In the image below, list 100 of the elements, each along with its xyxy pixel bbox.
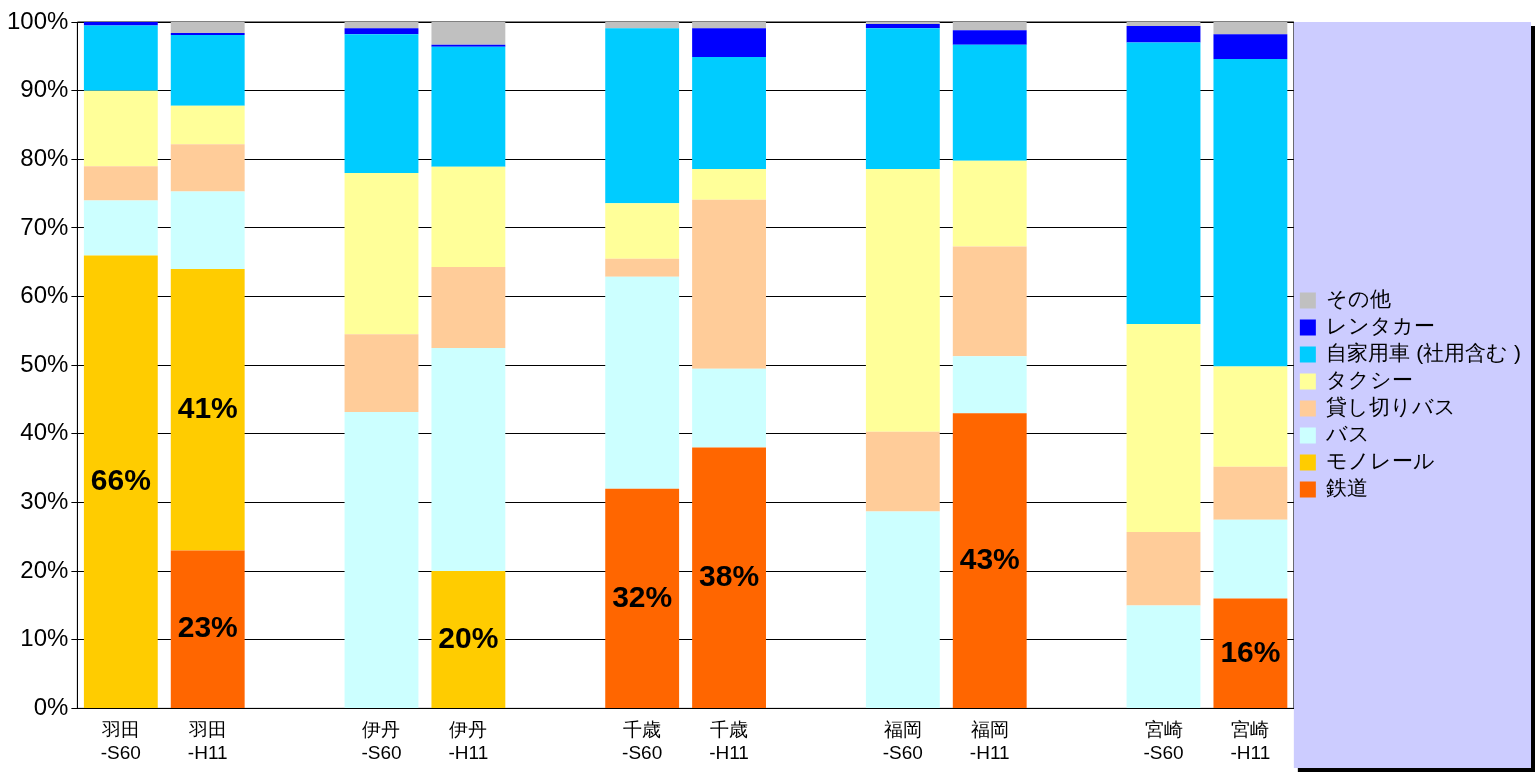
bar — [170, 35, 245, 106]
bar — [1126, 42, 1201, 325]
bar — [692, 28, 766, 58]
data-label: 16% — [1220, 634, 1281, 668]
bar — [1126, 605, 1201, 708]
bar — [605, 258, 680, 277]
x-tick-label: 福岡 -S60 — [882, 719, 923, 763]
bar — [1126, 26, 1201, 43]
bar — [865, 24, 940, 29]
y-tick-label: 30% — [20, 487, 69, 515]
bar — [170, 32, 245, 36]
y-tick-label: 50% — [20, 349, 69, 377]
x-tick-label: 宮崎 -S60 — [1143, 719, 1184, 763]
bar — [431, 348, 506, 572]
bar — [692, 57, 766, 169]
legend-label: バス — [1325, 422, 1371, 446]
y-tick-label: 40% — [20, 418, 69, 446]
y-tick-label: 10% — [20, 624, 69, 652]
y-tick-label: 60% — [20, 281, 69, 309]
data-label: 23% — [177, 610, 238, 644]
bar — [170, 550, 245, 708]
bar — [1213, 466, 1288, 520]
bar — [431, 46, 506, 167]
bar — [344, 34, 419, 174]
bar — [952, 160, 1027, 247]
bar — [344, 334, 419, 412]
bar — [170, 191, 245, 270]
y-tick-label: 90% — [20, 75, 69, 103]
bar — [605, 488, 680, 708]
bar — [170, 22, 245, 33]
bar — [605, 28, 680, 204]
legend-label: タクシー — [1326, 368, 1414, 392]
bar — [83, 25, 158, 91]
x-tick-label: 千歳 -H11 — [709, 719, 749, 763]
y-tick-label: 0% — [33, 693, 69, 721]
legend-label: 鉄道 — [1326, 476, 1369, 500]
bar — [692, 168, 766, 200]
bar — [170, 269, 245, 551]
bar — [605, 203, 680, 259]
bar — [952, 356, 1027, 414]
bar — [83, 255, 158, 708]
bar — [692, 22, 766, 29]
bar — [344, 22, 419, 29]
bar — [1126, 22, 1201, 27]
x-tick-label: 羽田 -H11 — [187, 719, 228, 763]
bar — [344, 411, 419, 708]
y-tick-label: 100% — [6, 6, 69, 34]
x-tick-label: 千歳 -S60 — [622, 719, 663, 763]
bar — [952, 22, 1027, 31]
bar — [692, 199, 766, 369]
bar — [865, 431, 940, 512]
bar — [1126, 324, 1201, 532]
bar — [1213, 366, 1288, 467]
bar — [1213, 22, 1288, 35]
bar — [170, 144, 245, 192]
data-label: 20% — [438, 620, 499, 654]
bar — [952, 44, 1027, 161]
bar — [83, 166, 158, 201]
bar — [1213, 519, 1288, 599]
data-label: 66% — [90, 462, 151, 496]
bar — [1126, 532, 1201, 606]
data-label: 43% — [959, 541, 1020, 575]
x-tick-label: 伊丹 -H11 — [448, 719, 489, 763]
bar — [865, 511, 940, 708]
bar — [865, 28, 940, 169]
bar — [170, 105, 245, 145]
bar — [692, 447, 766, 708]
bar — [1213, 59, 1288, 367]
y-tick-label: 20% — [20, 555, 69, 583]
bar — [952, 30, 1027, 45]
bar — [431, 166, 506, 268]
bar — [1213, 34, 1288, 60]
bar — [605, 276, 680, 489]
x-tick-label: 宮崎 -H11 — [1230, 719, 1271, 763]
legend-label: 貸し切りバス — [1326, 395, 1457, 419]
bar — [344, 28, 419, 35]
bar — [83, 200, 158, 256]
bar — [865, 22, 940, 25]
x-tick-label: 福岡 -H11 — [969, 719, 1010, 763]
legend-label: モノレール — [1326, 449, 1436, 473]
bar — [692, 368, 766, 448]
data-label: 38% — [699, 559, 760, 592]
bar — [952, 413, 1027, 708]
bar — [431, 571, 506, 708]
data-label: 32% — [612, 579, 673, 613]
bar — [83, 90, 158, 167]
bar — [431, 44, 506, 47]
bar — [1213, 598, 1288, 708]
bar — [865, 168, 940, 432]
y-tick-label: 80% — [20, 143, 69, 171]
legend-label: レンタカー — [1326, 314, 1436, 338]
legend-label: 自家用車 (社用含む ) — [1326, 341, 1521, 365]
bar — [431, 267, 506, 349]
bar — [952, 246, 1027, 357]
bar — [344, 173, 419, 335]
x-tick-label: 伊丹 -S60 — [361, 719, 402, 763]
bar — [431, 22, 506, 45]
y-tick-label: 70% — [20, 212, 69, 240]
bar — [605, 22, 680, 29]
legend-label: その他 — [1326, 287, 1392, 311]
